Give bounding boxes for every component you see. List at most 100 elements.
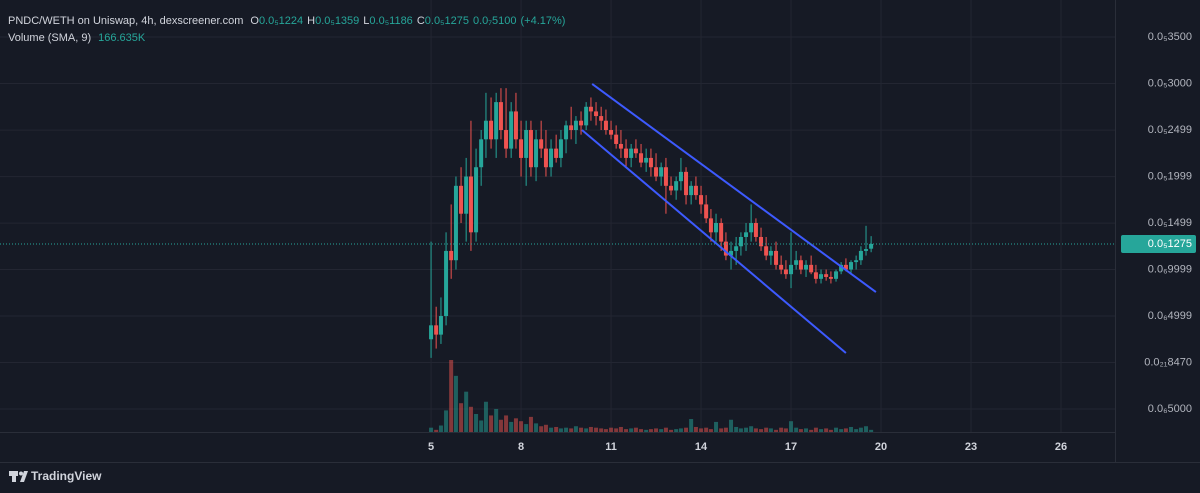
candle-body: [699, 195, 704, 205]
legend-label: C: [417, 15, 425, 27]
candle-body: [633, 148, 638, 154]
logo-shape: [20, 471, 28, 482]
volume-bar: [708, 429, 713, 432]
y-tick-label: 0.0₅1499: [1148, 217, 1192, 229]
volume-bar: [684, 427, 689, 432]
volume-bar: [869, 429, 874, 432]
candle-body: [714, 223, 719, 233]
candle-body: [438, 316, 443, 335]
logo-shape: [19, 471, 23, 476]
candle-body: [744, 232, 749, 237]
volume-bar: [839, 429, 844, 432]
volume-bar: [498, 419, 503, 432]
candle-body: [849, 262, 854, 270]
candle-body: [809, 264, 814, 273]
candle-body: [819, 274, 824, 279]
candle-body: [444, 250, 449, 317]
volume-bar: [464, 391, 469, 432]
volume-bar: [504, 415, 509, 432]
volume-bar: [714, 421, 719, 432]
volume-bar: [444, 410, 449, 432]
volume-bar: [759, 429, 764, 432]
volume-bar: [674, 429, 679, 432]
volume-bar: [453, 375, 458, 432]
y-tick-label: 0.0₅3000: [1148, 77, 1192, 89]
candle-body: [689, 185, 694, 196]
candle-body: [618, 143, 623, 149]
volume-bar: [449, 360, 454, 432]
candle-body: [663, 167, 668, 186]
candle-body: [828, 276, 833, 279]
volume-bar: [834, 427, 839, 432]
candle-body: [674, 181, 679, 191]
volume-bar: [774, 429, 779, 432]
y-tick-label: 0.0₆5000: [1148, 403, 1192, 415]
candle-body: [588, 106, 593, 112]
candle-body: [654, 167, 659, 177]
candle-body: [644, 157, 649, 163]
volume-bar: [734, 426, 739, 432]
volume-bar: [474, 414, 479, 432]
candle-body: [569, 125, 574, 131]
volume-bar: [744, 427, 749, 432]
volume-bar: [434, 429, 439, 432]
candle-body: [624, 148, 629, 158]
volume-bar: [573, 426, 578, 432]
candle-body: [584, 106, 589, 126]
candle-body: [749, 223, 754, 233]
candle-body: [824, 274, 829, 277]
candle-body: [534, 139, 539, 168]
candle-body: [723, 241, 728, 256]
volume-bar: [663, 427, 668, 432]
candle-body: [869, 243, 874, 249]
candle-body: [704, 204, 709, 219]
volume-bar: [809, 429, 814, 432]
candle-body: [524, 130, 529, 158]
volume-bar: [579, 427, 584, 432]
candle-body: [854, 260, 859, 263]
volume-bar: [584, 428, 589, 432]
candle-body: [489, 120, 494, 140]
last-price-box: [1121, 234, 1196, 253]
volume-bar: [828, 429, 833, 432]
volume-bar: [789, 421, 794, 432]
candle-body: [513, 111, 518, 140]
x-tick-label: 26: [1055, 441, 1067, 453]
volume-bar: [603, 429, 608, 432]
candle-body: [648, 157, 653, 168]
candle-body: [483, 120, 488, 140]
volume-bar: [509, 421, 514, 432]
candle-body: [573, 120, 578, 131]
volume-bar: [624, 429, 629, 432]
candle-body: [858, 250, 863, 261]
candle-body: [474, 167, 479, 233]
volume-bar: [564, 427, 569, 432]
legend-value: 0.0₅1186: [369, 15, 412, 27]
volume-bar: [599, 428, 604, 432]
volume-bar: [858, 427, 863, 432]
candle-body: [669, 185, 674, 191]
volume-bar: [804, 428, 809, 432]
volume-bar: [633, 427, 638, 432]
logo: [9, 471, 28, 482]
volume-bar: [764, 427, 769, 432]
candle-body: [738, 236, 743, 247]
candle-body: [429, 325, 434, 340]
volume-bar: [489, 415, 494, 432]
volume-bar: [618, 426, 623, 432]
candle-body: [693, 185, 698, 196]
candle-body: [539, 139, 544, 149]
candle-body: [519, 139, 524, 158]
candle-body: [564, 125, 569, 140]
volume-bar: [609, 427, 614, 432]
volume-bar: [678, 428, 683, 432]
volume-bar: [513, 418, 518, 432]
x-tick-label: 23: [965, 441, 977, 453]
candle-body: [449, 250, 454, 261]
candle-body: [783, 269, 788, 275]
legend-value: 0.0₅1224: [259, 15, 303, 27]
volume-bar: [629, 428, 634, 432]
last-price-label: 0.0₅1275: [1148, 238, 1192, 250]
volume-bar: [528, 416, 533, 432]
candle-body: [599, 116, 604, 121]
